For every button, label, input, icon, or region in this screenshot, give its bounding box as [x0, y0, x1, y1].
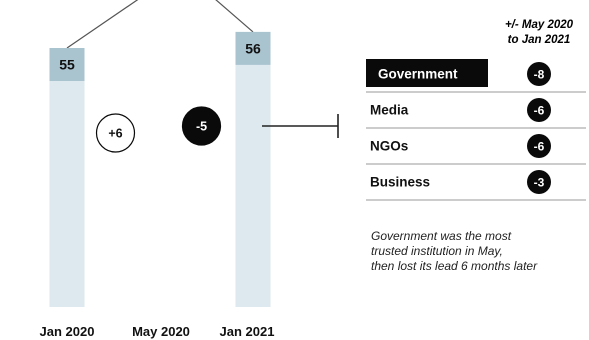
- table-rows: Government -8 Media -6 NGOs -6 Business -3: [366, 59, 586, 201]
- bars-layer: [49, 64, 271, 308]
- value-box-0: [49, 48, 85, 81]
- row-label: Business: [370, 175, 430, 190]
- table-header-line1: +/- May 2020: [505, 19, 574, 31]
- row-label: Government: [378, 67, 458, 82]
- connector-lines: [66, 0, 254, 49]
- row-change-label: -8: [534, 68, 545, 82]
- row-change-label: -3: [534, 176, 545, 190]
- annotation-line-2: trusted institution in May,: [371, 244, 503, 258]
- row-label: Media: [370, 103, 409, 118]
- row-change-circle: [527, 170, 551, 194]
- value-box-2: [235, 31, 271, 65]
- annotation: Government was the most trusted institut…: [371, 229, 538, 273]
- change-circle-1: [181, 106, 222, 146]
- table-row-government: Government -8: [366, 59, 586, 93]
- change-label-0: +6: [108, 127, 122, 141]
- table-header-line2: to Jan 2021: [508, 34, 571, 46]
- bar-2: [235, 64, 271, 308]
- row-change-circle: [527, 134, 551, 158]
- row-change-circle: [527, 98, 551, 122]
- annotation-line-3: then lost its lead 6 months later: [371, 259, 538, 273]
- x-tick-label-2: Jan 2021: [220, 324, 275, 339]
- row-label: NGOs: [370, 139, 408, 154]
- connector-1: [215, 0, 254, 33]
- change-circle-0: [95, 113, 136, 153]
- value-label-2: 56: [245, 40, 261, 56]
- table-row-ngos: NGOs -6: [366, 134, 586, 165]
- row-change-circle: [527, 62, 551, 86]
- connector-0: [66, 0, 139, 49]
- change-label-1: -5: [196, 120, 207, 134]
- table-row-media: Media -6: [366, 98, 586, 129]
- value-label-0: 55: [59, 57, 75, 73]
- table-row-business: Business -3: [366, 170, 586, 201]
- change-table: +/- May 2020 to Jan 2021 Government -8 Med…: [366, 19, 586, 201]
- row-change-label: -6: [534, 104, 545, 118]
- bracket-connector: [262, 114, 339, 138]
- x-tick-label-0: Jan 2020: [40, 324, 95, 339]
- annotation-line-1: Government was the most: [371, 229, 512, 243]
- row-highlight: [366, 59, 488, 87]
- row-change-label: -6: [534, 140, 545, 154]
- change-markers: +6 -5: [95, 106, 222, 153]
- x-axis-ticks: Jan 2020 May 2020 Jan 2021: [40, 324, 275, 339]
- x-tick-label-1: May 2020: [132, 324, 190, 339]
- value-boxes: 556156: [49, 31, 271, 81]
- bar-0: [49, 81, 85, 307]
